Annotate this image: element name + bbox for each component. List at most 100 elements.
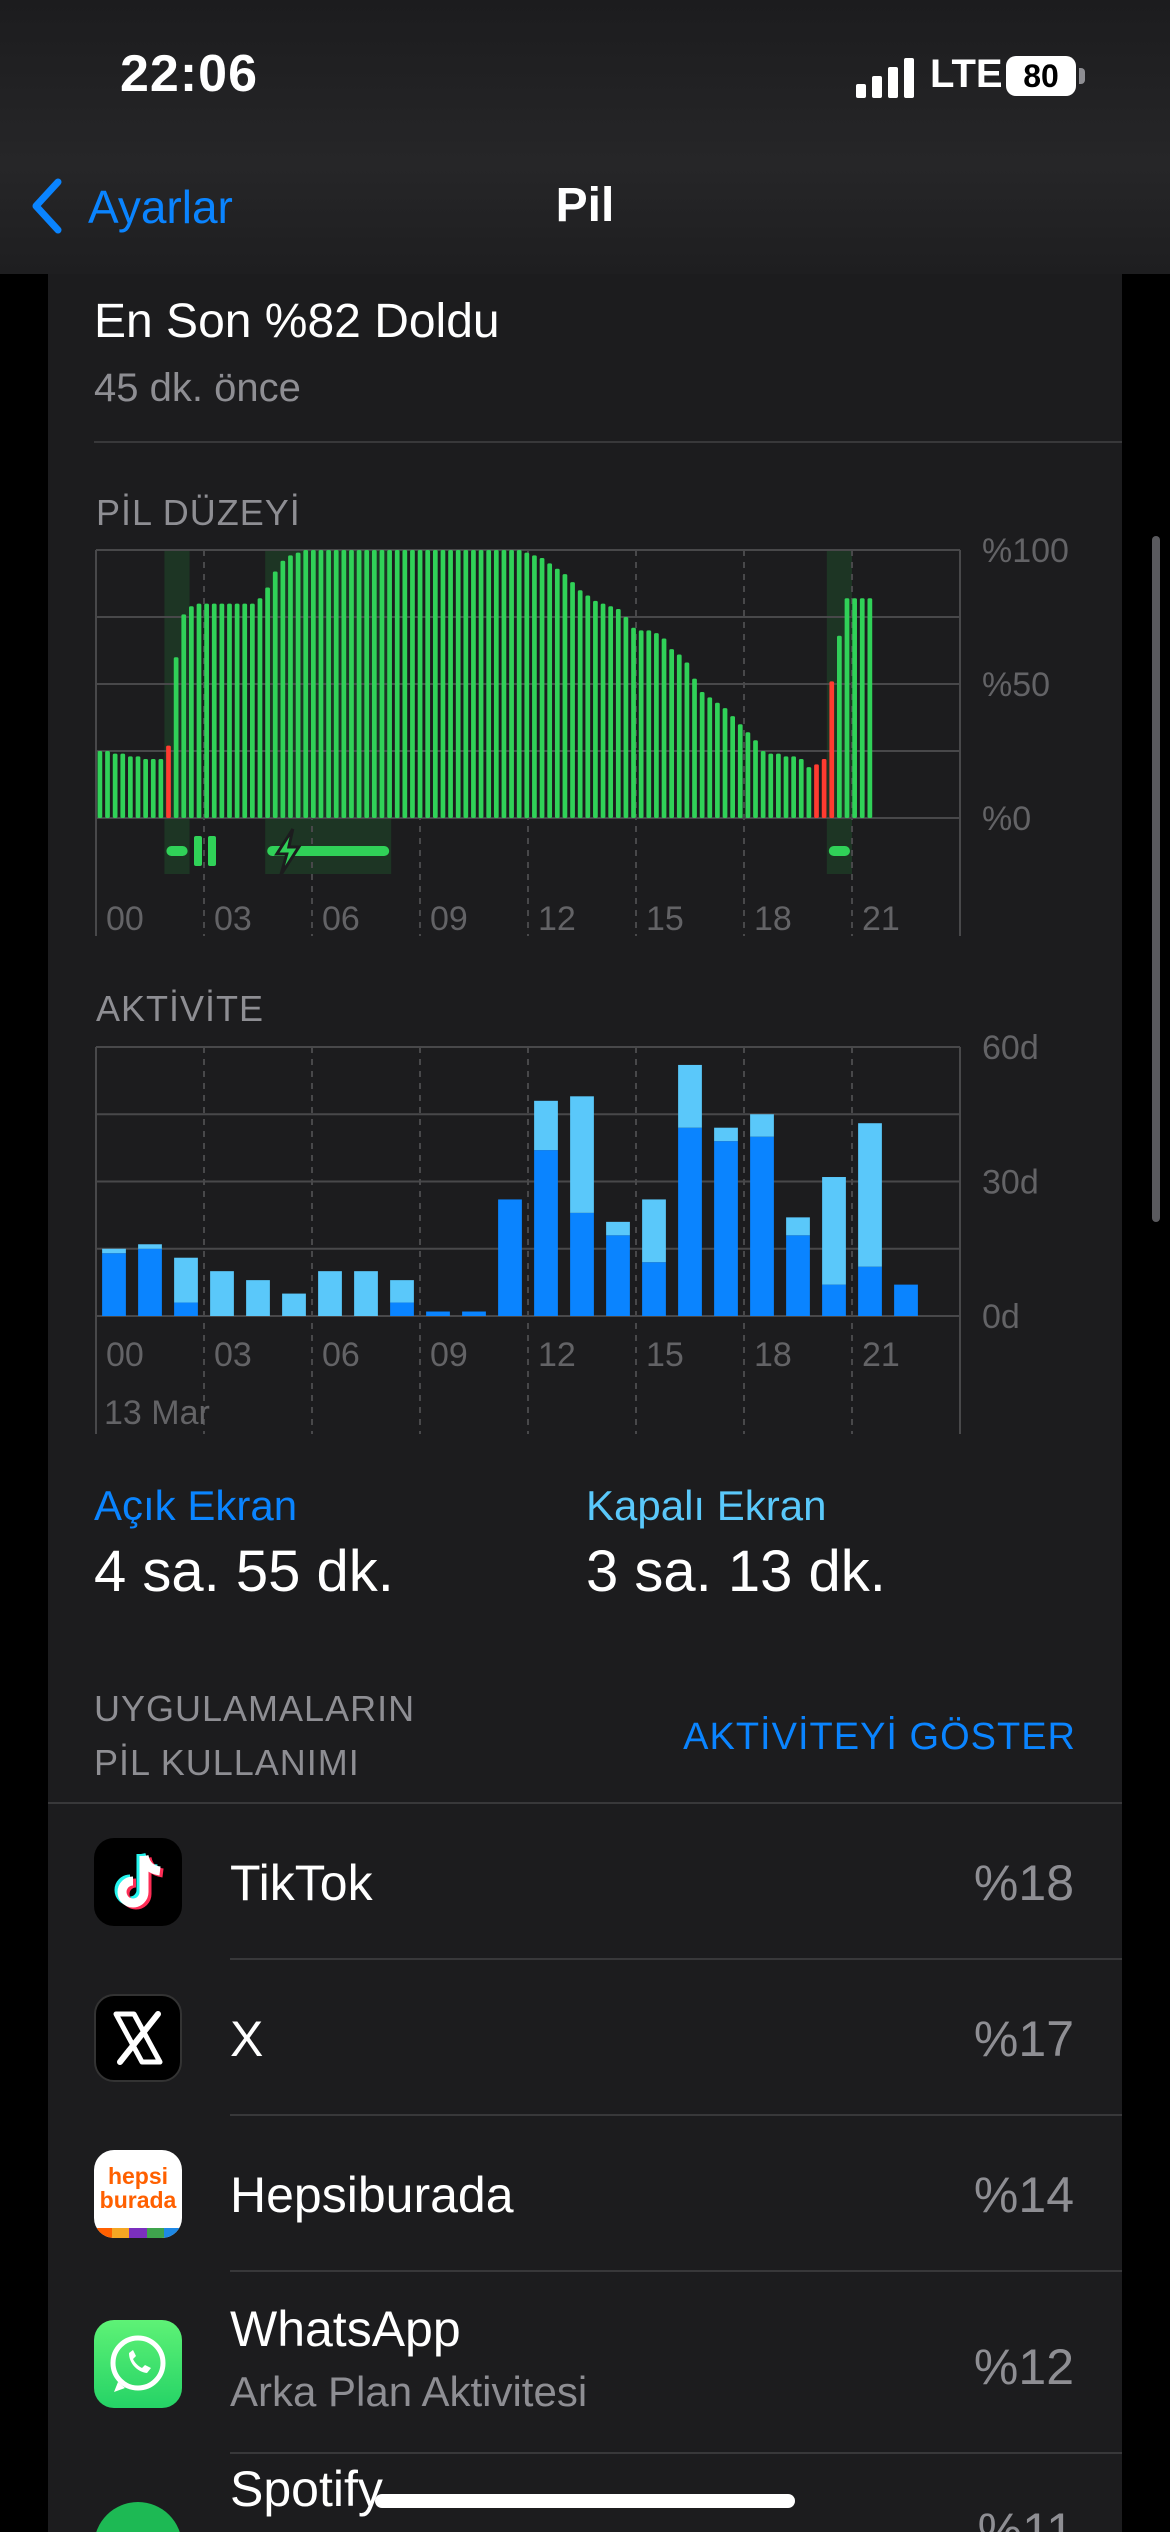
show-activity-button[interactable]: AKTİVİTEYİ GÖSTER (683, 1716, 1076, 1758)
divider (94, 441, 1122, 443)
x-tick-label: 03 (214, 1336, 252, 1374)
charging-paused-icon (208, 836, 216, 866)
battery-bar (280, 560, 286, 818)
screen-off-bar (354, 1271, 378, 1316)
home-indicator[interactable] (375, 2494, 795, 2508)
app-row-hepsiburada[interactable]: hepsi burada Hepsiburada %14 (48, 2116, 1122, 2272)
screen-off-bar (138, 1244, 162, 1249)
battery-bar (509, 550, 514, 818)
page-title: Pil (555, 179, 615, 232)
battery-bar (204, 603, 209, 818)
x-icon (94, 1994, 182, 2082)
battery-bar (638, 630, 644, 818)
battery-bar (532, 555, 537, 818)
screen-off-bar (750, 1114, 774, 1137)
battery-bar (516, 550, 522, 818)
battery-bar (615, 608, 621, 818)
x-tick-label: 06 (322, 1336, 360, 1374)
app-name: TikTok (230, 1855, 373, 1911)
battery-bar (303, 550, 309, 818)
screen-on-bar (714, 1141, 738, 1316)
battery-bar (577, 590, 583, 818)
battery-bar (265, 587, 270, 818)
screen-off-bar (210, 1271, 234, 1316)
y-tick-label: 0d (982, 1298, 1020, 1336)
battery-bar (760, 751, 766, 818)
battery-bar (737, 724, 743, 818)
app-name: Spotify (230, 2461, 383, 2517)
battery-bar (570, 582, 575, 818)
y-tick-label: 60d (982, 1029, 1039, 1067)
battery-bar (211, 603, 217, 818)
back-chevron-icon[interactable] (28, 176, 64, 236)
battery-bar (585, 595, 591, 818)
battery-bar (524, 552, 530, 818)
tiktok-icon (94, 1838, 182, 1926)
status-time: 22:06 (120, 45, 258, 103)
cellular-signal-icon (856, 58, 914, 98)
y-tick-label: 30d (982, 1164, 1039, 1202)
battery-bar (806, 767, 812, 818)
app-percent: %18 (973, 1855, 1074, 1911)
x-tick-label: 12 (538, 1336, 576, 1374)
battery-bar (310, 550, 316, 818)
screen-off-bar (246, 1280, 270, 1316)
activity-chart[interactable]: 00 03 06 09 12 15 18 21 60d 30d 0d (0, 1029, 1170, 1440)
battery-bar (646, 630, 652, 818)
activity-date: 13 Mar (104, 1394, 210, 1432)
row-divider (230, 2114, 1122, 2116)
x-tick-label: 21 (862, 900, 900, 938)
battery-bar (249, 603, 255, 818)
battery-bar (547, 563, 553, 818)
battery-bar (852, 598, 857, 818)
app-row-spotify[interactable]: Spotify %11 (48, 2454, 1122, 2532)
battery-bar (829, 681, 835, 818)
screen-on-bar (750, 1136, 774, 1316)
screen-on-bar (462, 1311, 486, 1316)
app-usage-title-line2: PİL KULLANIMI (94, 1742, 360, 1783)
x-tick-label: 06 (322, 900, 360, 938)
app-name: Hepsiburada (230, 2167, 514, 2223)
charging-paused-icon (194, 836, 202, 866)
battery-bar (379, 550, 385, 818)
app-row-whatsapp[interactable]: WhatsApp Arka Plan Aktivitesi %12 (48, 2272, 1122, 2454)
x-tick-label: 03 (214, 900, 252, 938)
battery-bar (288, 555, 293, 818)
battery-bar (539, 558, 545, 818)
screen-off-bar (318, 1271, 342, 1316)
x-tick-label: 21 (862, 1336, 900, 1374)
last-charge-subtitle: 45 dk. önce (94, 366, 301, 410)
screen-on-bar (570, 1212, 594, 1316)
battery-bar (814, 764, 819, 818)
screen-on-bar (642, 1262, 666, 1316)
battery-bar (295, 552, 301, 818)
battery-icon: 80 (1006, 56, 1088, 96)
battery-bar (189, 606, 194, 818)
battery-bar (562, 574, 568, 818)
battery-bar (699, 692, 705, 818)
battery-level-chart[interactable]: 00 03 06 09 12 15 18 21 %100 %50 %0 (0, 532, 1170, 940)
screen-off-bar (570, 1096, 594, 1213)
battery-bar (242, 603, 248, 818)
x-tick-label: 09 (430, 1336, 468, 1374)
battery-bar (166, 745, 171, 818)
network-type: LTE (930, 52, 1003, 96)
app-row-x[interactable]: X %17 (48, 1960, 1122, 2116)
back-button[interactable]: Ayarlar (88, 181, 233, 233)
x-tick-label: 18 (754, 900, 792, 938)
battery-bar (143, 759, 148, 818)
screen-on-bar (390, 1302, 414, 1316)
screen-on-bar (786, 1235, 810, 1316)
screen-off-label: Kapalı Ekran (586, 1482, 827, 1529)
battery-bar (227, 603, 232, 818)
scrollbar[interactable] (1152, 536, 1160, 1222)
battery-bar (387, 550, 392, 818)
battery-bar (654, 633, 659, 818)
screen-on-bar (894, 1284, 918, 1316)
battery-bar (631, 627, 636, 818)
screen-off-bar (282, 1293, 306, 1316)
battery-bar (371, 550, 377, 818)
screen-off-bar (858, 1123, 882, 1267)
app-row-tiktok[interactable]: TikTok %18 (48, 1804, 1122, 1960)
screen-on-bar (534, 1150, 558, 1316)
